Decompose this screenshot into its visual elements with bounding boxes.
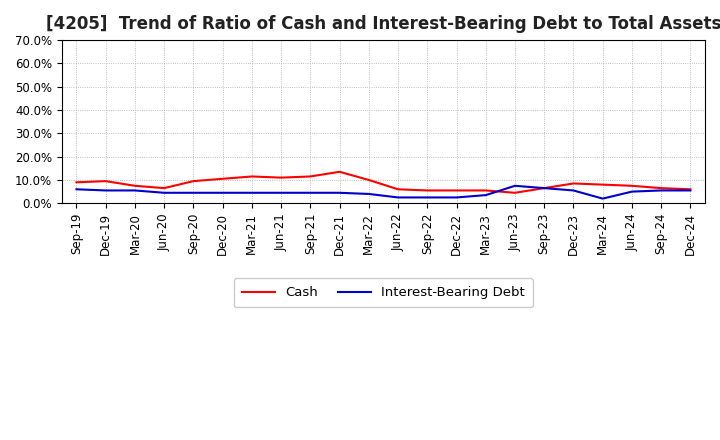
Cash xyxy=(598,182,607,187)
Cash xyxy=(423,188,431,193)
Cash xyxy=(510,190,519,195)
Cash xyxy=(336,169,344,174)
Legend: Cash, Interest-Bearing Debt: Cash, Interest-Bearing Debt xyxy=(234,279,533,307)
Cash xyxy=(102,179,110,184)
Interest-Bearing Debt xyxy=(540,186,549,191)
Cash xyxy=(394,187,402,192)
Interest-Bearing Debt xyxy=(130,188,139,193)
Interest-Bearing Debt xyxy=(510,183,519,188)
Interest-Bearing Debt xyxy=(452,195,461,200)
Interest-Bearing Debt xyxy=(598,196,607,201)
Interest-Bearing Debt xyxy=(364,191,373,197)
Interest-Bearing Debt xyxy=(72,187,81,192)
Interest-Bearing Debt xyxy=(248,190,256,195)
Interest-Bearing Debt xyxy=(657,188,665,193)
Cash xyxy=(130,183,139,188)
Cash xyxy=(306,174,315,179)
Interest-Bearing Debt xyxy=(423,195,431,200)
Interest-Bearing Debt xyxy=(189,190,198,195)
Interest-Bearing Debt xyxy=(276,190,285,195)
Cash xyxy=(248,174,256,179)
Cash xyxy=(628,183,636,188)
Interest-Bearing Debt xyxy=(569,188,577,193)
Cash xyxy=(482,188,490,193)
Cash xyxy=(540,186,549,191)
Line: Interest-Bearing Debt: Interest-Bearing Debt xyxy=(76,186,690,198)
Cash xyxy=(160,186,168,191)
Interest-Bearing Debt xyxy=(686,188,695,193)
Interest-Bearing Debt xyxy=(336,190,344,195)
Line: Cash: Cash xyxy=(76,172,690,193)
Interest-Bearing Debt xyxy=(628,189,636,194)
Cash xyxy=(189,179,198,184)
Title: [4205]  Trend of Ratio of Cash and Interest-Bearing Debt to Total Assets: [4205] Trend of Ratio of Cash and Intere… xyxy=(46,15,720,33)
Cash xyxy=(657,186,665,191)
Cash xyxy=(569,181,577,186)
Cash xyxy=(218,176,227,181)
Interest-Bearing Debt xyxy=(102,188,110,193)
Cash xyxy=(364,177,373,183)
Cash xyxy=(686,187,695,192)
Interest-Bearing Debt xyxy=(160,190,168,195)
Cash xyxy=(72,180,81,185)
Interest-Bearing Debt xyxy=(394,195,402,200)
Interest-Bearing Debt xyxy=(306,190,315,195)
Interest-Bearing Debt xyxy=(482,192,490,198)
Interest-Bearing Debt xyxy=(218,190,227,195)
Cash xyxy=(276,175,285,180)
Cash xyxy=(452,188,461,193)
